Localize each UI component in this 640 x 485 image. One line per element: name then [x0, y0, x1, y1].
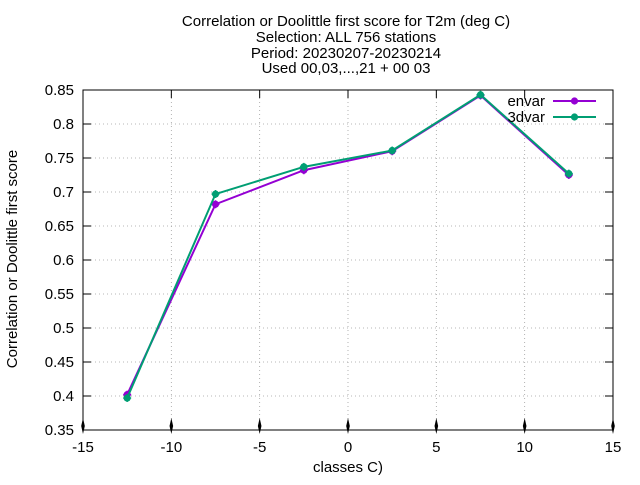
x-tick-label: 10 — [516, 439, 533, 456]
legend-label-3dvar: 3dvar — [507, 109, 545, 126]
x-tick-marker — [257, 418, 262, 434]
data-point-cross-envar — [211, 200, 220, 209]
y-tick-label: 0.6 — [53, 252, 74, 269]
x-tick-marker — [611, 418, 615, 434]
x-tick-label: 0 — [344, 439, 352, 456]
series-line-3dvar — [126, 93, 570, 399]
y-tick-label: 0.35 — [45, 422, 74, 439]
axis-layer: 0.35 0.4 0.45 0.5 0.55 0.6 0.65 0.7 0.75 0.8 0.85 -… — [45, 82, 622, 456]
y-tick-label: 0.75 — [45, 150, 74, 167]
data-point-cross-3dvar — [388, 146, 397, 155]
y-tick-label: 0.85 — [45, 82, 74, 99]
y-tick-label: 0.55 — [45, 286, 74, 303]
legend-label-envar: envar — [507, 93, 545, 110]
y-tick-label: 0.45 — [45, 354, 74, 371]
x-tick-marker — [434, 418, 439, 434]
x-tick-label: -5 — [253, 439, 266, 456]
y-axis-label: Correlation or Doolittle first score — [4, 150, 21, 368]
x-tick-marker — [81, 418, 85, 434]
x-tick-label: 15 — [605, 439, 622, 456]
data-point-cross-3dvar — [299, 162, 308, 171]
x-tick-label: 5 — [432, 439, 440, 456]
y-tick-label: 0.65 — [45, 218, 74, 235]
x-tick-marker — [169, 418, 174, 434]
y-tick-label: 0.4 — [53, 388, 74, 405]
x-tick-marker — [522, 418, 527, 434]
x-tick-label: -10 — [160, 439, 182, 456]
chart-title: Correlation or Doolittle first score for… — [182, 13, 510, 77]
data-point-cross-3dvar — [211, 190, 220, 199]
y-tick-label: 0.8 — [53, 116, 74, 133]
y-tick-label: 0.7 — [53, 184, 74, 201]
title-line-2: Selection: ALL 756 stations — [256, 29, 436, 46]
x-tick-label: -15 — [72, 439, 94, 456]
series-layer — [123, 90, 573, 403]
title-line-1: Correlation or Doolittle first score for… — [182, 13, 510, 30]
y-tick-label: 0.5 — [53, 320, 74, 337]
data-point-cross-3dvar — [123, 394, 132, 403]
x-tick-marker — [346, 418, 350, 434]
data-point-cross-3dvar — [476, 90, 485, 99]
legend-marker-envar — [570, 97, 579, 105]
title-line-4: Used 00,03,...,21 + 00 03 — [262, 60, 431, 77]
data-point-cross-3dvar — [564, 169, 573, 178]
x-axis-label: classes C) — [313, 459, 383, 476]
legend-marker-3dvar — [570, 113, 579, 121]
title-line-3: Period: 20230207-20230214 — [251, 45, 441, 62]
